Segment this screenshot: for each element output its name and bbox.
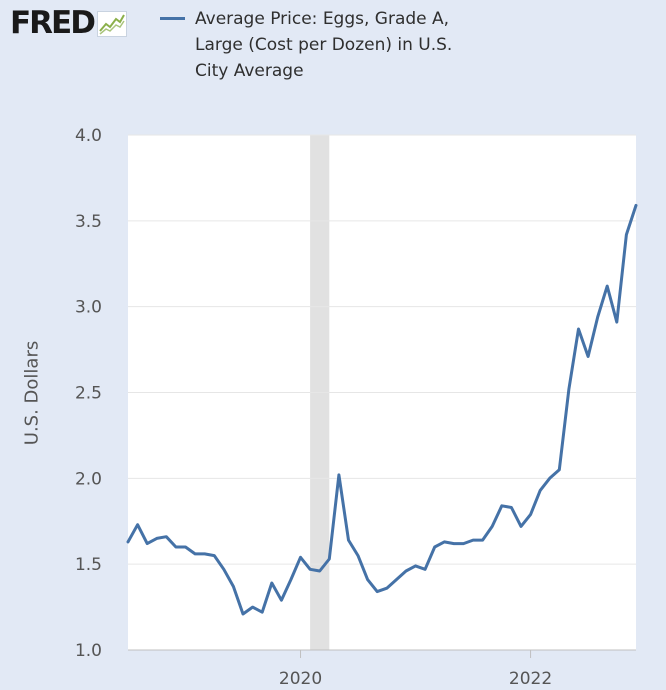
y-tick-label: 3.5 — [75, 212, 102, 232]
x-tick-label: 2022 — [509, 669, 552, 689]
y-tick-label: 1.0 — [75, 641, 102, 661]
series-line — [126, 203, 638, 616]
chart-legend: Average Price: Eggs, Grade A, Large (Cos… — [160, 6, 460, 84]
y-tick-label: 2.5 — [75, 384, 102, 404]
legend-swatch — [160, 17, 185, 20]
chart-trend-icon — [96, 10, 127, 37]
y-tick-label: 3.0 — [75, 298, 102, 318]
legend-series-label[interactable]: Average Price: Eggs, Grade A, Large (Cos… — [195, 9, 453, 81]
y-tick-label: 1.5 — [75, 555, 102, 575]
y-tick-label: 4.0 — [75, 126, 102, 146]
x-tick-label: 2020 — [279, 669, 322, 689]
fred-logo-text: FRED — [10, 5, 96, 41]
y-tick-label: 2.0 — [75, 469, 102, 489]
fred-logo[interactable]: FRED — [10, 8, 127, 39]
